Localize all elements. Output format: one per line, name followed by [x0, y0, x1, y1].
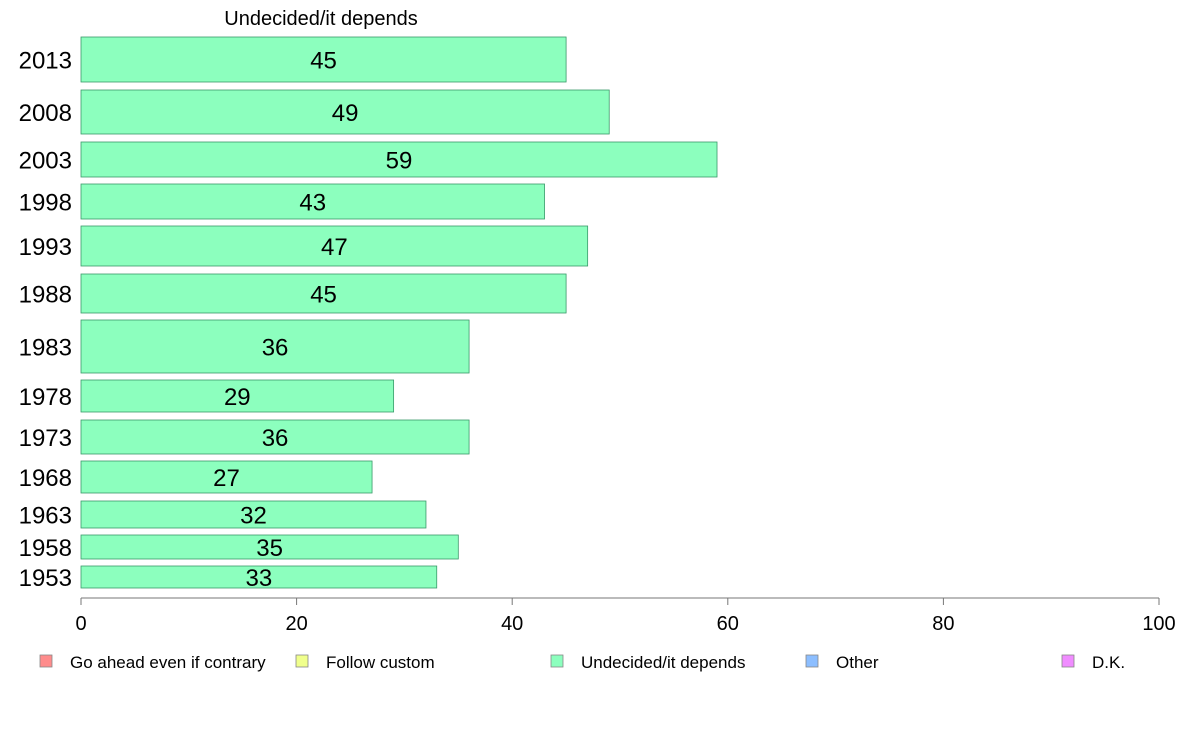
y-tick-label: 1978	[19, 384, 72, 411]
legend-swatch	[805, 654, 819, 668]
bar-1958	[80, 534, 459, 560]
y-tick-label: 1968	[19, 465, 72, 492]
y-tick-label: 1963	[19, 503, 72, 530]
legend-swatch	[1061, 654, 1075, 668]
data-label: 36	[262, 425, 289, 452]
data-label: 27	[213, 465, 240, 492]
legend-swatch	[550, 654, 564, 668]
y-tick-label: 2013	[19, 48, 72, 75]
data-label: 33	[246, 565, 273, 592]
x-tick-label: 80	[932, 613, 954, 635]
x-tick-label: 20	[285, 613, 307, 635]
y-tick-label: 1998	[19, 190, 72, 217]
data-label: 32	[240, 503, 267, 530]
bar-2008	[80, 89, 610, 135]
data-label: 43	[299, 190, 326, 217]
data-label: 45	[310, 48, 337, 75]
legend: Go ahead even if contrary Follow custom Un…	[39, 653, 1125, 672]
y-tick-label: 2003	[19, 148, 72, 175]
bar-1983	[80, 319, 470, 374]
data-label: 49	[332, 100, 359, 127]
y-tick-label: 1973	[19, 425, 72, 452]
bar-1978	[80, 379, 395, 413]
bar-1993	[80, 225, 589, 267]
bar-1968	[80, 460, 373, 494]
data-label: 45	[310, 282, 337, 309]
legend-label: D.K.	[1092, 653, 1125, 672]
x-axis: 0 20 40 60 80 100	[75, 597, 1176, 635]
bar-1973	[80, 419, 470, 455]
x-tick-label: 0	[75, 613, 86, 635]
bar-2003	[80, 141, 718, 178]
y-tick-label: 2008	[19, 100, 72, 127]
x-tick-label: 40	[501, 613, 523, 635]
legend-swatch	[295, 654, 309, 668]
x-tick-label: 100	[1142, 613, 1175, 635]
y-tick-label: 1988	[19, 282, 72, 309]
legend-label: Go ahead even if contrary	[70, 653, 266, 672]
y-tick-label: 1993	[19, 234, 72, 261]
data-label: 29	[224, 384, 251, 411]
y-tick-label: 1983	[19, 335, 72, 362]
data-label: 47	[321, 234, 348, 261]
y-tick-label: 1953	[19, 565, 72, 592]
bars-layer: 2013 45 2008 49 2003 59 1998 43 1993 47 1988 45 1983…	[19, 36, 718, 592]
bar-1963	[80, 500, 427, 529]
y-tick-label: 1958	[19, 535, 72, 562]
legend-swatch	[39, 654, 53, 668]
legend-label: Other	[836, 653, 879, 672]
legend-label: Undecided/it depends	[581, 653, 745, 672]
data-label: 59	[386, 148, 413, 175]
x-tick-label: 60	[717, 613, 739, 635]
bar-1953	[80, 565, 438, 589]
bar-1988	[80, 273, 567, 314]
bar-1998	[80, 183, 545, 220]
data-label: 35	[256, 535, 283, 562]
data-label: 36	[262, 335, 289, 362]
chart-title: Undecided/it depends	[224, 8, 417, 30]
legend-label: Follow custom	[326, 653, 435, 672]
bar-2013	[80, 36, 567, 83]
